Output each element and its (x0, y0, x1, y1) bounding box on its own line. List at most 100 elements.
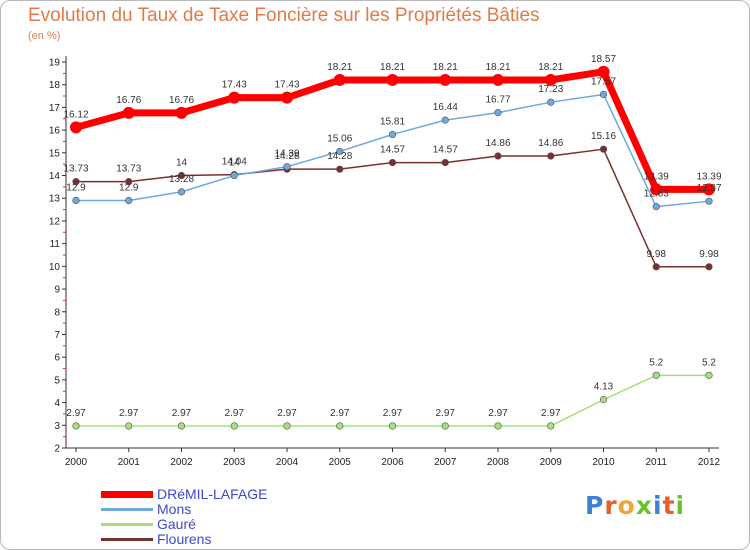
chart-title: Evolution du Taux de Taxe Foncière sur l… (28, 5, 540, 26)
data-point (336, 147, 344, 156)
data-point (544, 73, 557, 86)
data-label: 18.57 (591, 54, 616, 65)
data-label: 17.23 (538, 84, 563, 95)
data-point (70, 121, 82, 134)
data-label: 2.97 (383, 408, 403, 419)
data-point (177, 422, 186, 430)
x-tick-label: 2010 (592, 457, 615, 468)
data-label: 2.97 (277, 408, 297, 419)
data-label: 17.57 (591, 76, 616, 87)
legend-swatch-gaure (101, 523, 153, 526)
data-label: 14.28 (327, 151, 352, 162)
x-tick-label: 2007 (434, 457, 457, 468)
data-label: 4.13 (594, 382, 614, 393)
data-point (492, 73, 504, 86)
data-label: 14.57 (433, 145, 458, 156)
data-label: 9.98 (647, 249, 667, 260)
unit-label: (en %) (28, 30, 61, 42)
proxiti-logo: Proxiti (585, 491, 685, 520)
data-point (547, 152, 555, 160)
data-point (125, 178, 133, 186)
data-point (283, 422, 291, 430)
data-label: 13.73 (63, 164, 88, 175)
data-label: 2.97 (541, 408, 561, 419)
logo-letter: P (585, 491, 605, 520)
logo-letter: t (662, 491, 676, 520)
data-label: 14 (229, 158, 241, 169)
data-point (439, 73, 452, 86)
data-label: 17.43 (274, 80, 299, 91)
data-point (599, 396, 608, 404)
data-point (230, 171, 238, 180)
data-point (175, 106, 188, 119)
data-point (652, 263, 660, 271)
data-label: 2.97 (225, 408, 245, 419)
data-label: 2.97 (119, 408, 139, 419)
data-label: 12.9 (66, 183, 86, 194)
data-point (703, 183, 715, 196)
data-label: 14.86 (538, 138, 563, 149)
y-tick-label: 2 (54, 444, 60, 455)
data-label: 18.21 (327, 62, 352, 73)
data-point (125, 422, 133, 430)
logo-letter: x (635, 491, 653, 520)
data-point (281, 91, 293, 104)
y-tick-label: 8 (54, 307, 60, 318)
legend-swatch-flourens (101, 538, 153, 541)
y-tick-label: 11 (50, 239, 61, 250)
data-point (705, 263, 713, 271)
data-point (494, 152, 502, 160)
y-tick-label: 19 (49, 58, 61, 69)
data-point (652, 203, 660, 211)
data-label: 15.16 (591, 131, 616, 142)
data-label: 2.97 (436, 408, 456, 419)
y-tick-label: 15 (49, 148, 61, 159)
data-label: 5.2 (702, 357, 716, 368)
data-label: 2.97 (488, 408, 508, 419)
logo-letter: r (604, 491, 618, 520)
x-tick-label: 2003 (223, 457, 246, 468)
data-point (494, 422, 502, 430)
data-label: 16.77 (485, 95, 510, 106)
data-label: 9.98 (699, 249, 719, 260)
x-tick-label: 2001 (118, 457, 141, 468)
data-label: 12.63 (644, 189, 669, 200)
data-label: 13.39 (696, 171, 721, 182)
data-point (388, 130, 397, 139)
data-label: 12.9 (119, 183, 139, 194)
data-label: 13.73 (116, 164, 141, 175)
data-label: 2.97 (66, 408, 86, 419)
data-point (228, 91, 241, 104)
y-tick-label: 3 (54, 421, 60, 432)
data-point (336, 422, 344, 430)
data-point (705, 371, 713, 379)
data-label: 15.06 (327, 133, 352, 144)
data-point (230, 422, 238, 430)
data-point (388, 158, 397, 167)
data-label: 16.76 (116, 95, 141, 106)
data-point (336, 165, 344, 173)
data-label: 2.97 (330, 408, 350, 419)
data-label: 14.57 (380, 145, 405, 156)
data-point (494, 109, 502, 117)
y-tick-label: 18 (49, 80, 61, 91)
y-tick-label: 12 (49, 216, 61, 227)
data-point (283, 163, 291, 171)
data-point (177, 188, 186, 196)
data-point (72, 178, 80, 186)
data-label: 14.04 (222, 157, 247, 168)
x-tick-label: 2002 (170, 457, 193, 468)
x-tick-label: 2011 (645, 457, 667, 468)
data-point (72, 196, 80, 205)
series-line-flourens (75, 148, 710, 268)
data-label: 18.21 (380, 62, 405, 73)
x-tick-label: 2006 (381, 457, 404, 468)
data-label: 15.81 (380, 116, 405, 127)
x-tick-label: 2005 (329, 457, 352, 468)
data-label: 13.39 (644, 171, 669, 182)
data-point (599, 145, 608, 153)
legend-label-mons: Mons (157, 501, 192, 517)
x-tick-label: 2000 (65, 457, 88, 468)
